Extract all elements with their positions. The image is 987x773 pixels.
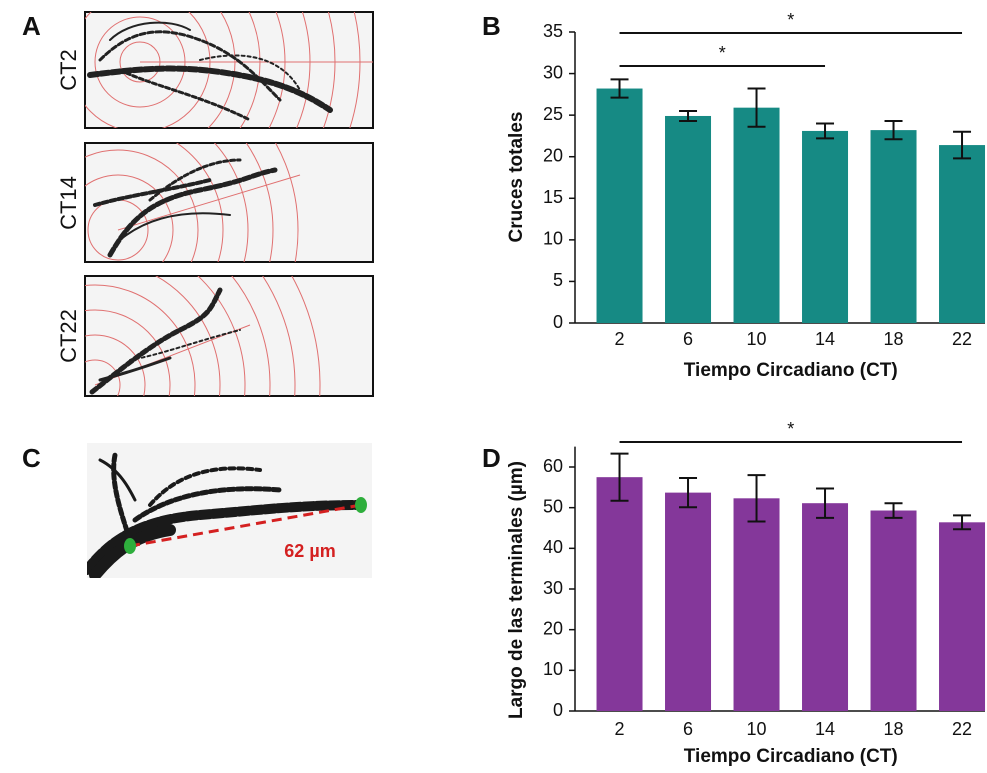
x-tick-label: 2: [615, 329, 625, 349]
y-tick-label: 50: [543, 496, 563, 516]
image-label: CT22: [56, 309, 81, 363]
significance-mark: *: [787, 10, 794, 30]
bar: [733, 498, 780, 711]
y-tick-label: 30: [543, 578, 563, 598]
x-tick-label: 22: [952, 329, 972, 349]
bar: [870, 510, 917, 711]
y-tick-label: 35: [543, 21, 563, 41]
bar: [665, 492, 712, 711]
bar: [596, 477, 643, 711]
x-tick-label: 2: [615, 719, 625, 739]
error-bar: [679, 476, 698, 509]
panel-letter: D: [482, 443, 501, 473]
bar: [870, 130, 917, 323]
error-bar: [953, 130, 972, 160]
y-tick-label: 25: [543, 104, 563, 124]
y-axis-title: Largo de las terminales (µm): [506, 461, 527, 719]
error-bar: [884, 119, 903, 141]
panel-letter: A: [22, 11, 41, 41]
bar: [665, 115, 712, 323]
x-axis-title: Tiempo Circadiano (CT): [684, 746, 898, 767]
panel-letter: B: [482, 11, 501, 41]
y-tick-label: 0: [553, 312, 563, 332]
x-tick-label: 10: [747, 329, 767, 349]
image-label: CT2: [56, 49, 81, 91]
x-tick-label: 14: [815, 329, 835, 349]
y-axis-title: Cruces totales: [506, 112, 527, 243]
panel-letter: C: [22, 443, 41, 473]
micrograph: [87, 443, 372, 578]
x-tick-label: 22: [952, 719, 972, 739]
x-axis-title: Tiempo Circadiano (CT): [684, 360, 898, 381]
x-tick-label: 18: [884, 719, 904, 739]
y-tick-label: 0: [553, 700, 563, 720]
y-tick-label: 10: [543, 229, 563, 249]
y-tick-label: 40: [543, 537, 563, 557]
significance-mark: *: [719, 43, 726, 63]
bar: [596, 88, 643, 323]
y-tick-label: 20: [543, 618, 563, 638]
significance-mark: *: [787, 419, 794, 439]
y-tick-label: 5: [553, 270, 563, 290]
error-bar: [747, 87, 766, 128]
x-tick-label: 18: [884, 329, 904, 349]
error-bar: [953, 514, 972, 531]
error-bar: [610, 78, 629, 99]
y-tick-label: 20: [543, 145, 563, 165]
bar: [939, 522, 986, 711]
measurement-label: 62 µm: [284, 541, 335, 561]
image-label: CT14: [56, 176, 81, 230]
error-bar: [747, 474, 766, 523]
error-bar: [816, 487, 835, 519]
error-bar: [816, 122, 835, 140]
bar: [802, 503, 849, 711]
x-tick-label: 6: [683, 329, 693, 349]
x-tick-label: 10: [747, 719, 767, 739]
y-tick-label: 60: [543, 456, 563, 476]
y-tick-label: 30: [543, 62, 563, 82]
error-bar: [679, 109, 698, 122]
y-tick-label: 15: [543, 187, 563, 207]
x-tick-label: 6: [683, 719, 693, 739]
error-bar: [610, 452, 629, 502]
bar: [939, 145, 986, 323]
bar: [802, 130, 849, 323]
error-bar: [884, 502, 903, 519]
y-tick-label: 10: [543, 659, 563, 679]
x-tick-label: 14: [815, 719, 835, 739]
bar: [733, 107, 780, 323]
micrograph: [84, 11, 374, 397]
